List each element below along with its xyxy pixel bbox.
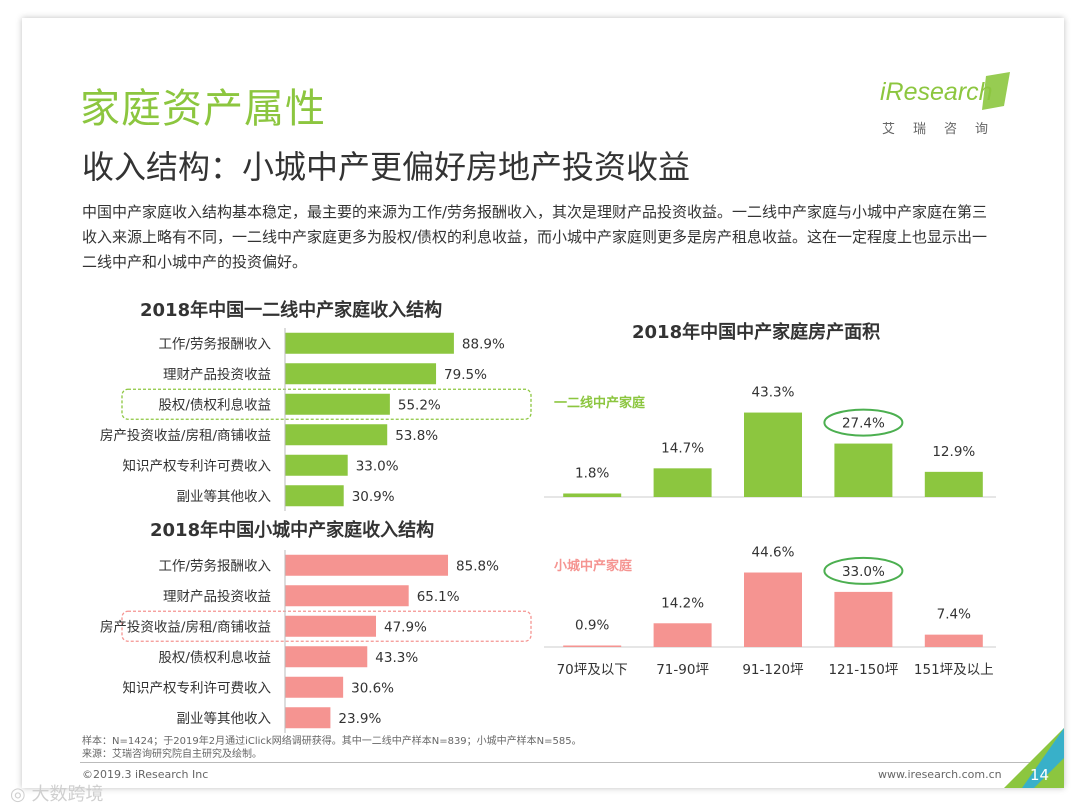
chart-title-tier12-income: 2018年中国一二线中产家庭收入结构 [140,300,443,321]
tier12-income-category-label: 理财产品投资收益 [163,367,271,383]
small-city-income-category-label: 股权/债权利息收益 [158,649,271,666]
small-city-area-bar [563,645,622,647]
slide [22,18,1064,788]
small-city-area-value-label: 14.2% [661,595,704,611]
small-city-income-value-label: 65.1% [417,589,460,605]
tier12-income-category-label: 副业等其他收入 [177,488,272,505]
note-source: 来源：艾瑞咨询研究院自主研究及绘制。 [82,749,262,760]
small-city-area-bar [653,623,712,647]
tier12-income-bar [285,454,348,476]
tier12-income-category-label: 知识产权专利许可费收入 [123,457,272,474]
tier12-area-bar [653,468,712,497]
logo-cn: 艾瑞咨询 [882,122,1007,137]
small-city-income-bar [285,676,344,698]
footer-website: www.iresearch.com.cn [878,768,1002,781]
small-city-income-category-label: 工作/劳务报酬收入 [158,558,271,574]
tier12-area-highlight-circle [823,408,904,437]
area-category-label: 121-150坪 [828,662,898,678]
small-city-income-category-label: 副业等其他收入 [177,710,272,727]
logo-text: iResearch [880,78,993,106]
chart-title-house-area: 2018年中国中产家庭房产面积 [632,322,881,343]
tier12-area-bar [563,493,622,497]
tier12-area-value-label: 14.7% [661,440,704,456]
small-city-income-category-label: 房产投资收益/房租/商铺收益 [100,619,271,635]
watermark: ◎ 大数跨境 [10,780,103,806]
small-city-area-series-name: 小城中产家庭 [554,558,633,574]
footer-copyright: ©2019.3 iResearch Inc [82,768,209,781]
small-city-area-highlight-circle [823,556,904,585]
small-city-income-value-label: 85.8% [456,558,499,574]
small-city-area-value-label: 33.0% [842,564,885,580]
watermark-text: 大数跨境 [31,784,104,805]
tier12-income-value-label: 79.5% [444,367,487,383]
page-number: 14 [1030,766,1050,784]
iresearch-logo: iResearch 艾瑞咨询 [878,72,1012,138]
tier12-income-value-label: 30.9% [352,489,395,505]
tier12-income-bar [285,424,388,446]
area-category-label: 91-120坪 [742,662,803,678]
chart-small-city-income: 工作/劳务报酬收入 85.8% 理财产品投资收益 65.1% 房产投资收益/房租/商铺收… [100,550,532,733]
tier12-income-category-label: 房产投资收益/房租/商铺收益 [100,428,271,444]
small-city-income-highlight-box [121,610,532,642]
tier12-area-value-label: 12.9% [932,444,975,460]
small-city-income-category-label: 理财产品投资收益 [163,589,271,605]
small-city-income-value-label: 23.9% [338,711,381,727]
area-category-label: 71-90坪 [656,662,709,678]
small-city-area-value-label: 0.9% [575,617,609,633]
corner-triangle-icon [1004,728,1064,788]
small-city-area-bar [834,591,893,647]
intro-paragraph: 中国中产家庭收入结构基本稳定，最主要的来源为工作/劳务报酬收入，其次是理财产品投… [82,203,988,271]
area-category-label: 70坪及以下 [557,662,628,678]
chart-title-small-city-income: 2018年中国小城中产家庭收入结构 [150,520,435,541]
small-city-area-value-label: 7.4% [937,607,971,623]
tier12-income-value-label: 55.2% [398,397,441,413]
tier12-income-bar [285,485,344,507]
small-city-income-bar [285,646,368,668]
tier12-income-category-label: 股权/债权利息收益 [158,396,271,413]
tier12-income-value-label: 88.9% [462,336,505,352]
page-subtitle: 收入结构：小城中产更偏好房地产投资收益 [82,148,691,186]
tier12-area-value-label: 1.8% [575,465,609,481]
chart-house-area: 一二线中产家庭 1.8% 14.7% 43.3% 27.4% 12.9% 小城中产家庭 0.9… [544,385,996,678]
tier12-area-value-label: 27.4% [842,416,885,432]
page-title: 家庭资产属性 [80,86,326,132]
tier12-area-bar [924,471,983,497]
tier12-income-value-label: 53.8% [395,428,438,444]
small-city-area-bar [924,634,983,647]
tier12-income-bar [285,332,454,354]
small-city-income-value-label: 43.3% [375,650,418,666]
watermark-logo-icon: ◎ [10,784,26,805]
small-city-income-bar [285,615,377,637]
area-category-label: 151坪及以上 [914,662,994,678]
tier12-income-value-label: 33.0% [356,458,399,474]
tier12-area-bar [834,443,893,497]
footer-divider [80,762,1030,763]
tier12-income-highlight-box [121,388,532,420]
tier12-area-value-label: 43.3% [752,385,795,401]
small-city-area-bar [744,572,802,647]
note-sample: 样本：N=1424；于2019年2月通过iClick网络调研获得。其中一二线中产… [82,736,582,747]
tier12-income-bar [285,393,390,415]
notes: 样本：N=1424；于2019年2月通过iClick网络调研获得。其中一二线中产… [82,735,582,761]
small-city-income-bar [285,707,331,729]
small-city-income-value-label: 47.9% [384,619,427,635]
tier12-area-series-name: 一二线中产家庭 [554,395,646,411]
small-city-income-category-label: 知识产权专利许可费收入 [123,679,272,696]
small-city-income-bar [285,585,409,607]
small-city-income-value-label: 30.6% [351,680,394,696]
tier12-income-bar [285,363,437,385]
small-city-income-bar [285,554,449,576]
chart-tier12-income: 工作/劳务报酬收入 88.9% 理财产品投资收益 79.5% 股权/债权利息收益 55.2… [100,328,532,511]
tier12-area-bar [744,412,802,497]
tier12-income-category-label: 工作/劳务报酬收入 [158,336,271,352]
logo-swoosh-icon [982,72,1010,110]
small-city-area-value-label: 44.6% [752,545,795,561]
